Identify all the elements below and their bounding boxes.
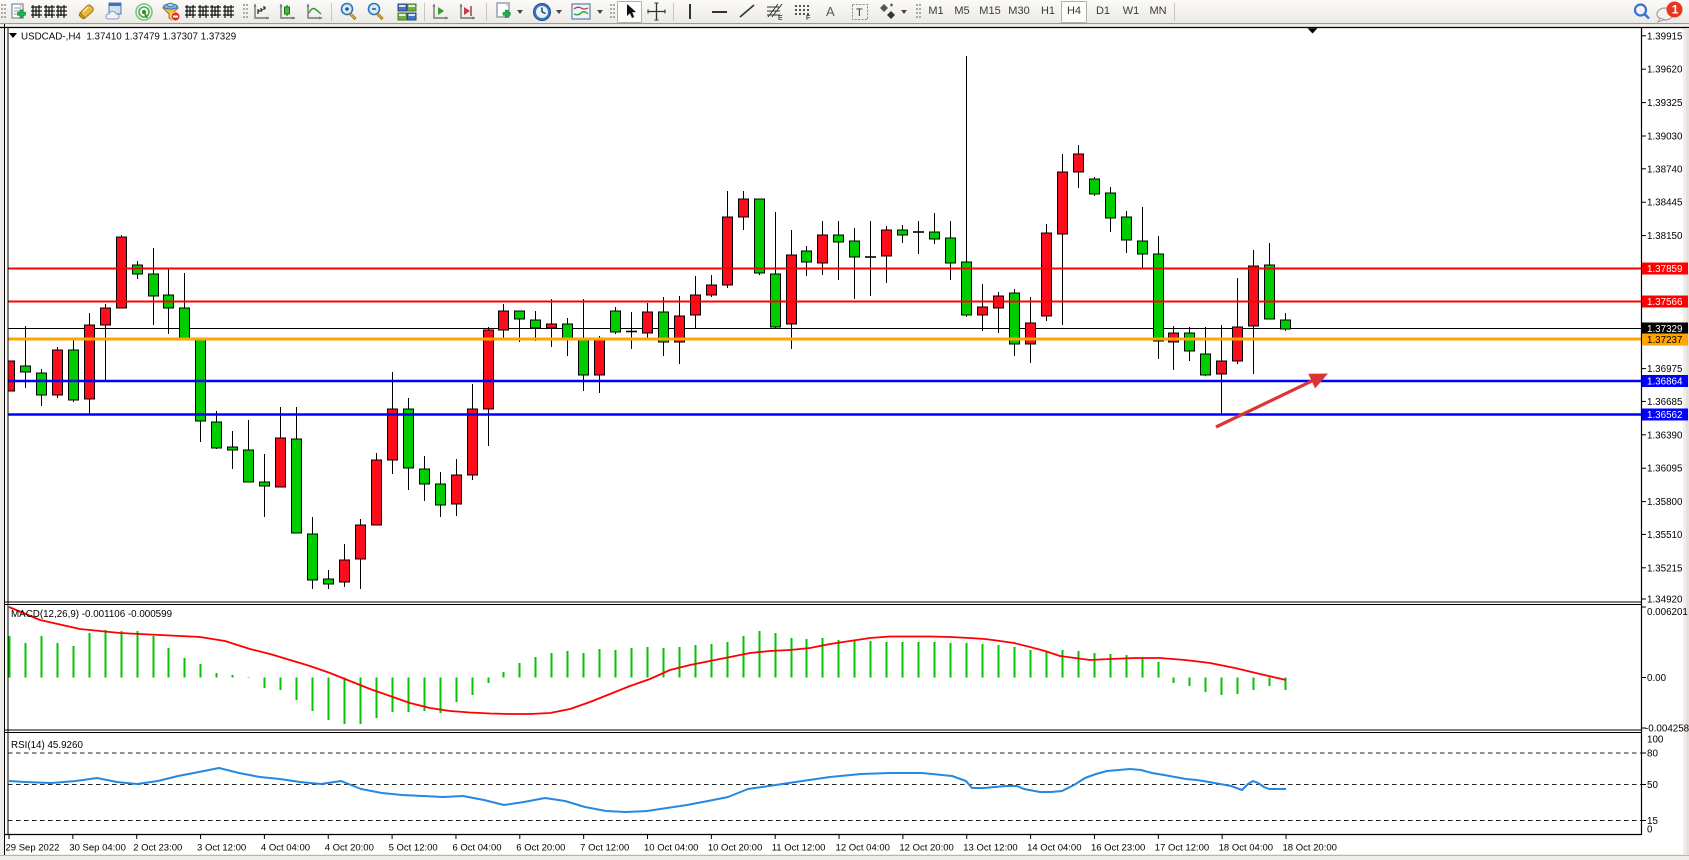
svg-text:15: 15 <box>1647 816 1658 827</box>
svg-text:100: 100 <box>1647 735 1664 746</box>
svg-text:1.36975: 1.36975 <box>1647 364 1683 375</box>
svg-text:1.36864: 1.36864 <box>1647 377 1683 388</box>
svg-text:1.38740: 1.38740 <box>1647 164 1683 175</box>
svg-text:12 Oct 04:00: 12 Oct 04:00 <box>836 843 890 854</box>
svg-text:1.37329: 1.37329 <box>1647 324 1682 335</box>
svg-text:30 Sep 04:00: 30 Sep 04:00 <box>69 843 126 854</box>
svg-text:-0.004258: -0.004258 <box>1645 724 1689 735</box>
svg-text:E: E <box>778 15 783 21</box>
svg-text:2 Oct 23:00: 2 Oct 23:00 <box>133 843 182 854</box>
svg-text:1: 1 <box>1672 3 1679 17</box>
svg-text:1.37237: 1.37237 <box>1647 335 1682 346</box>
svg-text:1.36562: 1.36562 <box>1647 410 1682 421</box>
svg-text:1.37859: 1.37859 <box>1647 264 1682 275</box>
svg-text:4 Oct 20:00: 4 Oct 20:00 <box>325 843 374 854</box>
svg-text:6 Oct 20:00: 6 Oct 20:00 <box>516 843 565 854</box>
svg-text:13 Oct 12:00: 13 Oct 12:00 <box>963 843 1017 854</box>
svg-text:7 Oct 12:00: 7 Oct 12:00 <box>580 843 629 854</box>
svg-text:1.35215: 1.35215 <box>1647 563 1683 574</box>
svg-text:0.00: 0.00 <box>1647 673 1667 684</box>
svg-text:1.35510: 1.35510 <box>1647 530 1683 541</box>
svg-text:11 Oct 12:00: 11 Oct 12:00 <box>772 843 826 854</box>
svg-text:10 Oct 04:00: 10 Oct 04:00 <box>644 843 698 854</box>
svg-text:T: T <box>856 7 863 19</box>
svg-text:1.37566: 1.37566 <box>1647 297 1683 308</box>
svg-text:16 Oct 23:00: 16 Oct 23:00 <box>1091 843 1145 854</box>
svg-text:80: 80 <box>1647 749 1658 760</box>
svg-text:1.39915: 1.39915 <box>1647 31 1683 42</box>
svg-text:MACD(12,26,9) -0.001106 -0.000: MACD(12,26,9) -0.001106 -0.000599 <box>11 609 172 620</box>
svg-text:5 Oct 12:00: 5 Oct 12:00 <box>389 843 438 854</box>
svg-text:1.39030: 1.39030 <box>1647 132 1683 143</box>
svg-text:12 Oct 20:00: 12 Oct 20:00 <box>899 843 953 854</box>
svg-text:USDCAD-,H4 1.37410 1.37479 1.: USDCAD-,H4 1.37410 1.37479 1.37307 1.373… <box>21 32 236 43</box>
svg-text:1.36095: 1.36095 <box>1647 464 1683 475</box>
svg-text:1.35800: 1.35800 <box>1647 497 1683 508</box>
svg-text:29 Sep 2022: 29 Sep 2022 <box>6 843 60 854</box>
svg-text:0: 0 <box>1647 825 1653 836</box>
svg-text:1.36390: 1.36390 <box>1647 430 1683 441</box>
svg-text:50: 50 <box>1647 780 1658 791</box>
svg-text:18 Oct 04:00: 18 Oct 04:00 <box>1219 843 1273 854</box>
svg-text:10 Oct 20:00: 10 Oct 20:00 <box>708 843 762 854</box>
svg-text:F: F <box>806 15 810 21</box>
svg-text:14 Oct 04:00: 14 Oct 04:00 <box>1027 843 1081 854</box>
svg-text:RSI(14) 45.9260: RSI(14) 45.9260 <box>11 740 83 751</box>
svg-text:0.006201: 0.006201 <box>1647 607 1688 618</box>
svg-text:1.39325: 1.39325 <box>1647 98 1683 109</box>
svg-text:17 Oct 12:00: 17 Oct 12:00 <box>1155 843 1209 854</box>
svg-text:4 Oct 04:00: 4 Oct 04:00 <box>261 843 310 854</box>
svg-text:1.36685: 1.36685 <box>1647 397 1683 408</box>
svg-text:6 Oct 04:00: 6 Oct 04:00 <box>452 843 501 854</box>
svg-text:1.38445: 1.38445 <box>1647 198 1683 209</box>
svg-text:1.38150: 1.38150 <box>1647 231 1683 242</box>
svg-text:3 Oct 12:00: 3 Oct 12:00 <box>197 843 246 854</box>
svg-text:18 Oct 20:00: 18 Oct 20:00 <box>1283 843 1337 854</box>
svg-text:1.34920: 1.34920 <box>1647 595 1683 606</box>
svg-text:1.39620: 1.39620 <box>1647 65 1683 76</box>
